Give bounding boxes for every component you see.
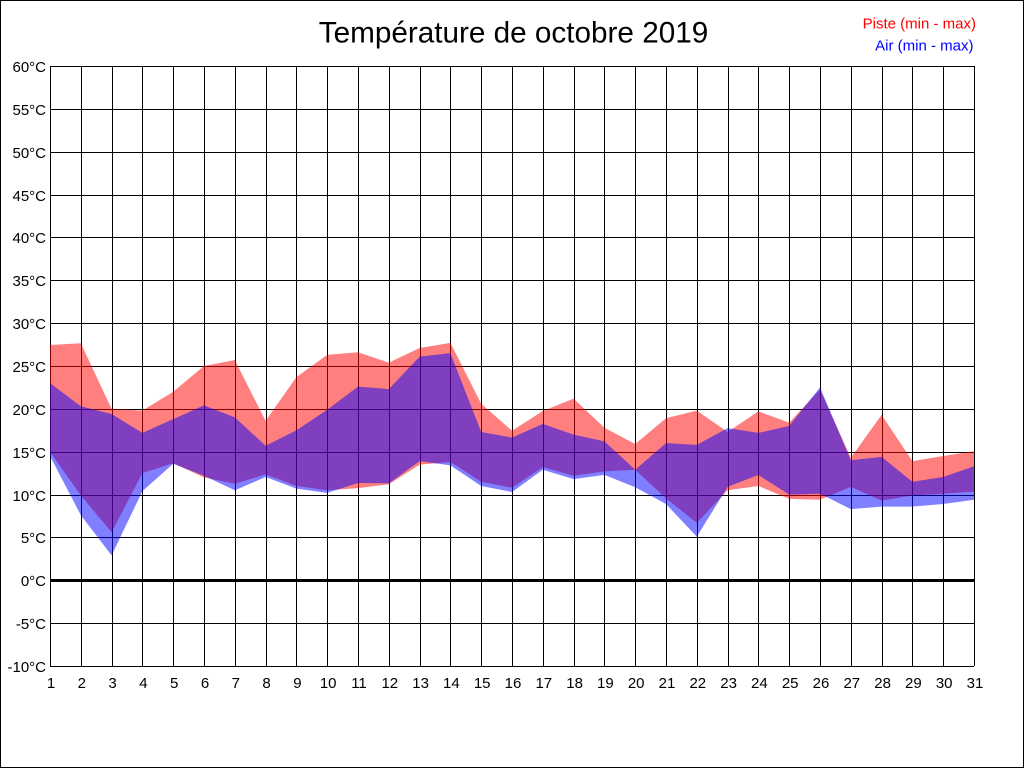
svg-text:4: 4 — [139, 675, 147, 692]
svg-text:0°C: 0°C — [21, 573, 46, 590]
svg-text:50°C: 50°C — [12, 145, 46, 162]
svg-text:3: 3 — [108, 675, 116, 692]
svg-text:2: 2 — [78, 675, 86, 692]
svg-text:55°C: 55°C — [12, 102, 46, 119]
svg-text:28: 28 — [874, 675, 891, 692]
svg-text:18: 18 — [566, 675, 583, 692]
svg-text:5: 5 — [170, 675, 178, 692]
svg-text:-10°C: -10°C — [7, 659, 46, 676]
svg-text:Air (min - max): Air (min - max) — [875, 38, 973, 55]
svg-text:7: 7 — [232, 675, 240, 692]
svg-text:5°C: 5°C — [21, 530, 46, 547]
svg-text:27: 27 — [843, 675, 860, 692]
svg-text:25: 25 — [782, 675, 799, 692]
svg-text:6: 6 — [201, 675, 209, 692]
svg-text:16: 16 — [505, 675, 522, 692]
svg-text:10°C: 10°C — [12, 488, 46, 505]
svg-text:30°C: 30°C — [12, 316, 46, 333]
svg-text:21: 21 — [659, 675, 676, 692]
svg-text:10: 10 — [320, 675, 337, 692]
svg-text:1: 1 — [47, 675, 55, 692]
svg-text:-5°C: -5°C — [16, 616, 46, 633]
svg-text:29: 29 — [905, 675, 922, 692]
svg-text:60°C: 60°C — [12, 59, 46, 76]
svg-text:22: 22 — [689, 675, 706, 692]
svg-text:11: 11 — [351, 675, 367, 692]
svg-text:31: 31 — [967, 675, 984, 692]
svg-text:Piste (min - max): Piste (min - max) — [863, 16, 976, 33]
svg-text:13: 13 — [412, 675, 429, 692]
svg-text:24: 24 — [751, 675, 768, 692]
svg-text:8: 8 — [262, 675, 270, 692]
svg-text:40°C: 40°C — [12, 230, 46, 247]
svg-text:45°C: 45°C — [12, 188, 46, 205]
svg-text:23: 23 — [720, 675, 737, 692]
svg-text:19: 19 — [597, 675, 614, 692]
svg-text:26: 26 — [813, 675, 830, 692]
svg-text:17: 17 — [535, 675, 552, 692]
svg-text:20: 20 — [628, 675, 645, 692]
svg-text:12: 12 — [381, 675, 398, 692]
svg-text:15°C: 15°C — [12, 445, 46, 462]
svg-text:14: 14 — [443, 675, 460, 692]
svg-text:Température de octobre 2019: Température de octobre 2019 — [319, 17, 709, 50]
svg-text:15: 15 — [474, 675, 491, 692]
svg-text:30: 30 — [936, 675, 953, 692]
svg-text:35°C: 35°C — [12, 273, 46, 290]
svg-text:9: 9 — [293, 675, 301, 692]
svg-text:25°C: 25°C — [12, 359, 46, 376]
svg-text:20°C: 20°C — [12, 402, 46, 419]
